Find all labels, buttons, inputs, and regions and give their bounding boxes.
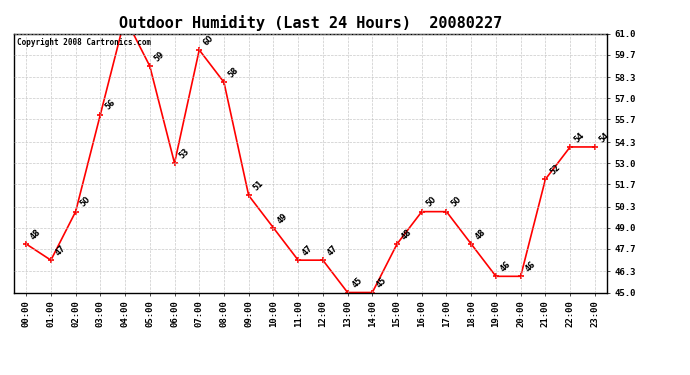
Text: 56: 56 xyxy=(103,98,117,112)
Text: 47: 47 xyxy=(301,243,315,257)
Text: 50: 50 xyxy=(79,195,92,209)
Text: 48: 48 xyxy=(474,227,488,241)
Text: 46: 46 xyxy=(524,260,538,273)
Text: 46: 46 xyxy=(499,260,513,273)
Text: 54: 54 xyxy=(598,130,611,144)
Text: 52: 52 xyxy=(548,163,562,177)
Text: 58: 58 xyxy=(227,66,241,80)
Text: 60: 60 xyxy=(202,33,216,47)
Text: 48: 48 xyxy=(400,227,414,241)
Text: 45: 45 xyxy=(375,276,388,290)
Text: 62: 62 xyxy=(0,374,1,375)
Text: 49: 49 xyxy=(276,211,290,225)
Text: 51: 51 xyxy=(251,179,265,193)
Text: 48: 48 xyxy=(29,227,43,241)
Text: 47: 47 xyxy=(326,243,339,257)
Text: 54: 54 xyxy=(573,130,586,144)
Text: 47: 47 xyxy=(54,243,68,257)
Text: 53: 53 xyxy=(177,147,191,160)
Text: 45: 45 xyxy=(351,276,364,290)
Title: Outdoor Humidity (Last 24 Hours)  20080227: Outdoor Humidity (Last 24 Hours) 2008022… xyxy=(119,15,502,31)
Text: 50: 50 xyxy=(424,195,438,209)
Text: 50: 50 xyxy=(449,195,463,209)
Text: Copyright 2008 Cartronics.com: Copyright 2008 Cartronics.com xyxy=(17,38,151,46)
Text: 59: 59 xyxy=(152,50,166,63)
